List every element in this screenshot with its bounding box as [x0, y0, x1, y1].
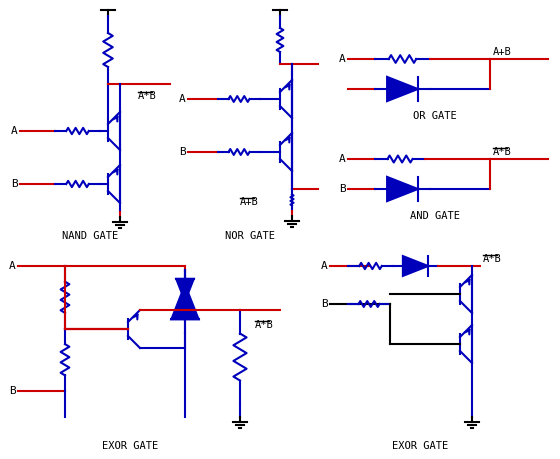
Text: B: B	[10, 386, 16, 396]
Text: NOR GATE: NOR GATE	[225, 231, 275, 241]
Polygon shape	[171, 285, 199, 319]
Text: EXOR GATE: EXOR GATE	[392, 441, 448, 451]
Text: A: A	[339, 54, 346, 64]
Text: A+B: A+B	[493, 47, 512, 57]
Text: B: B	[11, 179, 18, 189]
Text: A*B: A*B	[483, 254, 502, 264]
Text: A: A	[11, 126, 18, 136]
Text: A: A	[10, 261, 16, 271]
Polygon shape	[387, 177, 418, 201]
Text: EXOR GATE: EXOR GATE	[102, 441, 158, 451]
Polygon shape	[387, 77, 418, 101]
Text: A: A	[179, 94, 186, 104]
Text: A: A	[339, 154, 346, 164]
Text: OR GATE: OR GATE	[413, 111, 457, 121]
Text: A: A	[321, 261, 328, 271]
Text: B: B	[339, 184, 346, 194]
Text: A*B: A*B	[255, 320, 274, 330]
Text: AND GATE: AND GATE	[410, 211, 460, 221]
Polygon shape	[403, 256, 428, 276]
Text: NAND GATE: NAND GATE	[62, 231, 118, 241]
Text: A+B: A+B	[240, 197, 259, 207]
Text: A*B: A*B	[493, 147, 512, 157]
Text: A*B: A*B	[138, 91, 157, 101]
Polygon shape	[176, 279, 194, 301]
Text: B: B	[321, 299, 328, 309]
Text: B: B	[179, 147, 186, 157]
